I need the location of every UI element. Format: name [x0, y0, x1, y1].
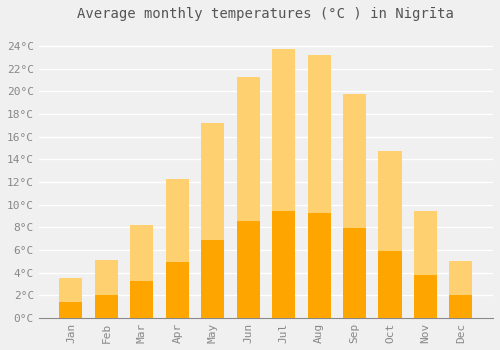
Bar [60, 278, 82, 318]
Bar [414, 211, 437, 318]
Bar [236, 222, 260, 318]
Bar [414, 275, 437, 318]
Bar [95, 260, 118, 318]
Bar [272, 49, 295, 318]
Bar [343, 94, 366, 318]
Bar [308, 55, 330, 318]
Bar [201, 123, 224, 318]
Bar [130, 225, 154, 318]
Bar [166, 262, 189, 318]
Bar [308, 213, 330, 318]
Bar [450, 261, 472, 318]
Bar [166, 178, 189, 318]
Title: Average monthly temperatures (°C ) in Nigrīta: Average monthly temperatures (°C ) in Ni… [78, 7, 454, 21]
Bar [236, 77, 260, 318]
Bar [378, 152, 402, 318]
Bar [378, 251, 402, 318]
Bar [95, 295, 118, 318]
Bar [201, 240, 224, 318]
Bar [130, 281, 154, 318]
Bar [60, 302, 82, 318]
Bar [272, 211, 295, 318]
Bar [450, 295, 472, 318]
Bar [343, 228, 366, 318]
